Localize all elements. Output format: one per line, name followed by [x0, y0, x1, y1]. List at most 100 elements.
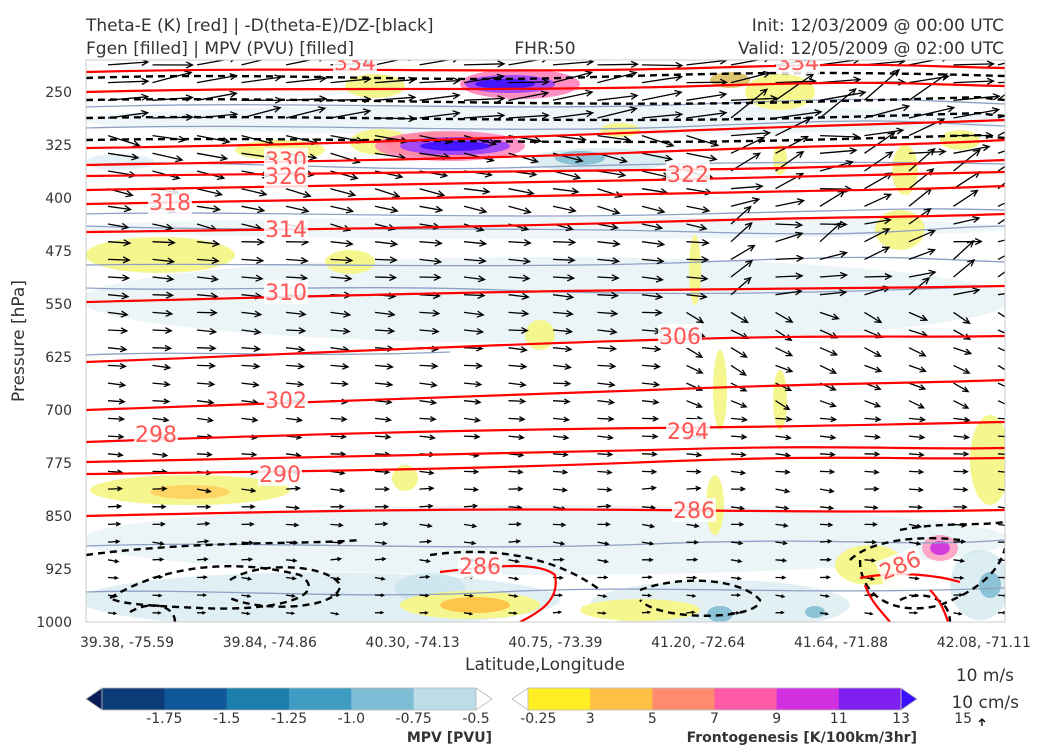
y-tick-label: 1000: [36, 615, 72, 631]
wind-vector: [152, 94, 194, 102]
wind-vector: [997, 523, 1005, 527]
wind-vector: [152, 504, 167, 510]
wind-vector: [730, 558, 743, 564]
y-tick-label: 250: [45, 85, 72, 101]
wind-vector: [552, 89, 594, 101]
wind-vector: [908, 611, 919, 615]
wind-vector: [196, 90, 238, 101]
fgen-core: [420, 141, 490, 151]
wind-vector: [864, 68, 901, 101]
wind-vector: [597, 257, 621, 265]
wind-vector: [775, 272, 804, 280]
fgen-colorbar-label: Frontogenesis [K/100km/3hr]: [687, 730, 917, 746]
fgen-region: [525, 320, 555, 350]
mpv-outline: [86, 120, 1005, 130]
wind-vector: [731, 593, 742, 597]
wind-vector: [686, 239, 710, 247]
wind-vector: [775, 505, 790, 511]
wind-vector: [419, 399, 438, 406]
wind-vector: [775, 452, 792, 458]
wind-vector: [330, 327, 351, 335]
theta-e-label: 290: [259, 463, 301, 488]
wind-vector: [641, 451, 658, 457]
wind-vector: [152, 70, 193, 84]
wind-vector: [374, 556, 387, 562]
wind-vector: [196, 73, 238, 84]
wind-vector: [463, 239, 488, 247]
wind-vector: [419, 309, 441, 317]
wind-vector: [419, 257, 443, 265]
wind-vector: [597, 328, 618, 336]
wind-vector: [953, 416, 971, 423]
y-tick-label: 325: [45, 138, 72, 154]
wind-vector: [374, 273, 398, 282]
wind-vector: [241, 611, 251, 616]
wind-vector: [686, 593, 697, 598]
wind-vector: [953, 486, 969, 493]
wind-vector: [508, 521, 522, 527]
theta-e-contour: [86, 138, 1005, 167]
forecast-hour: FHR:50: [514, 39, 575, 59]
x-tick-label: 40.30, -74.13: [366, 635, 460, 651]
wind-vector: [775, 221, 804, 229]
theta-e-label-bg: [134, 422, 178, 446]
x-tick-label: 39.84, -74.86: [223, 635, 317, 651]
wind-vector: [730, 60, 769, 66]
mpv-region: [86, 257, 1005, 343]
wind-vector: [819, 133, 861, 141]
colorbar-swatch: [838, 688, 902, 710]
wind-vector: [908, 541, 922, 546]
colorbar-tick-label: -0.25: [520, 711, 556, 727]
wind-vector: [686, 274, 709, 283]
wind-vector: [953, 468, 969, 475]
wind-vector: [641, 469, 658, 475]
wind-vector: [107, 611, 118, 616]
theta-e-contour: [86, 284, 1005, 304]
wind-vector: [730, 311, 749, 324]
wind-vector: [152, 309, 174, 317]
wind-vector: [730, 244, 756, 260]
wind-vector: [775, 364, 794, 373]
wind-vector: [819, 434, 837, 441]
theta-e-label-bg: [264, 164, 308, 188]
y-tick-label: 850: [45, 509, 72, 525]
wind-vector: [241, 345, 262, 353]
dthetae-dz-contour: [858, 547, 1005, 610]
wind-vector: [107, 274, 131, 282]
wind-vector: [419, 110, 461, 119]
wind-vector: [641, 610, 652, 615]
wind-vector: [552, 434, 570, 441]
theta-e-label: 314: [265, 218, 307, 243]
theta-e-label-bg: [264, 280, 308, 304]
wind-vector: [864, 131, 896, 154]
wind-vector: [864, 611, 874, 616]
wind-vector: [597, 611, 607, 615]
wind-vector: [196, 111, 239, 119]
wind-vector: [374, 576, 386, 581]
wind-vector: [775, 382, 793, 392]
colorbar-tick-label: 3: [586, 711, 595, 727]
wind-vector: [597, 541, 610, 546]
wind-vector: [819, 220, 848, 228]
wind-vector: [508, 60, 547, 66]
colorbar-swatch: [226, 688, 290, 710]
colorbar-tick-label: -1.25: [271, 711, 307, 727]
wind-vector: [374, 310, 396, 318]
wind-vector: [107, 575, 119, 580]
wind-vector: [330, 504, 345, 510]
wind-vector: [285, 505, 301, 511]
wind-vector: [686, 451, 703, 458]
colorbar-frame: [101, 687, 477, 711]
wind-vector: [953, 148, 981, 172]
theta-e-label: 286: [459, 555, 501, 580]
wind-vector: [953, 504, 968, 510]
wind-vector: [953, 215, 981, 225]
theta-e-label-bg: [264, 388, 308, 412]
wind-vector: [908, 105, 956, 119]
wind-vector: [419, 188, 446, 198]
y-tick-label: 775: [45, 456, 72, 472]
wind-vector: [241, 381, 260, 388]
wind-vector: [241, 487, 257, 494]
